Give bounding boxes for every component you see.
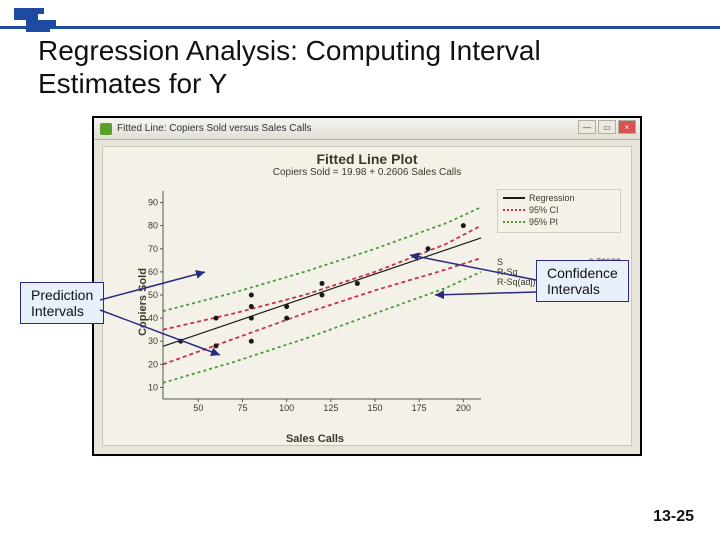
legend: Regression 95% CI 95% PI <box>497 189 621 233</box>
svg-text:150: 150 <box>367 403 382 413</box>
title-line2: Estimates for Y <box>38 68 227 99</box>
svg-text:20: 20 <box>148 359 158 369</box>
close-button[interactable]: × <box>618 120 636 134</box>
header-divider <box>0 26 720 29</box>
svg-text:200: 200 <box>456 403 471 413</box>
app-icon <box>100 123 112 135</box>
svg-text:60: 60 <box>148 267 158 277</box>
chart-svg: 10 20 30 40 50 60 70 80 90 50 75 100 125 150 175 200 <box>145 187 485 417</box>
svg-text:125: 125 <box>323 403 338 413</box>
title-line1: Regression Analysis: Computing Interval <box>38 35 541 66</box>
svg-text:175: 175 <box>412 403 427 413</box>
svg-text:50: 50 <box>148 290 158 300</box>
svg-text:40: 40 <box>148 313 158 323</box>
window-title: Fitted Line: Copiers Sold versus Sales C… <box>117 123 312 134</box>
page-number: 13-25 <box>653 508 694 526</box>
window-buttons: — ▭ × <box>578 120 636 134</box>
svg-text:90: 90 <box>148 198 158 208</box>
svg-text:100: 100 <box>279 403 294 413</box>
legend-item: 95% CI <box>503 205 615 215</box>
chart-title: Fitted Line Plot <box>103 147 631 167</box>
legend-item: 95% PI <box>503 217 615 227</box>
svg-text:70: 70 <box>148 244 158 254</box>
chart-equation: Copiers Sold = 19.98 + 0.2606 Sales Call… <box>103 167 631 178</box>
slide-title: Regression Analysis: Computing Interval … <box>38 34 541 100</box>
chart-axes: 1020304050607080905075100125150175200 Co… <box>145 187 485 417</box>
svg-text:10: 10 <box>148 382 158 392</box>
svg-text:50: 50 <box>193 403 203 413</box>
maximize-button[interactable]: ▭ <box>598 120 616 134</box>
svg-text:75: 75 <box>237 403 247 413</box>
svg-text:30: 30 <box>148 336 158 346</box>
prediction-intervals-annotation: PredictionIntervals <box>20 282 104 324</box>
x-axis-label: Sales Calls <box>286 433 344 445</box>
window-titlebar: Fitted Line: Copiers Sold versus Sales C… <box>94 118 640 140</box>
confidence-intervals-annotation: ConfidenceIntervals <box>536 260 629 302</box>
legend-item: Regression <box>503 193 615 203</box>
svg-text:80: 80 <box>148 221 158 231</box>
y-axis-label: Copiers Sold <box>137 268 149 336</box>
minimize-button[interactable]: — <box>578 120 596 134</box>
